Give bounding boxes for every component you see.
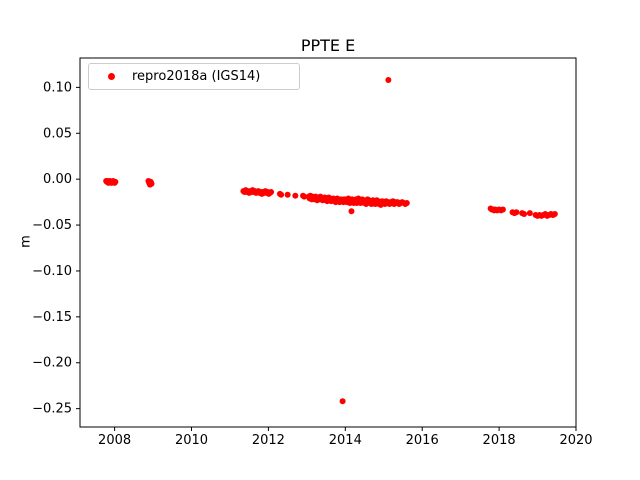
data-point <box>499 206 506 213</box>
y-tick-label: 0.10 <box>43 80 72 95</box>
data-point <box>551 211 558 218</box>
data-point <box>292 192 299 199</box>
legend: repro2018a (IGS14) <box>88 63 300 90</box>
data-point <box>284 191 291 198</box>
data-point <box>278 191 285 198</box>
y-tick-label: −0.15 <box>32 310 72 325</box>
x-tick-label: 2020 <box>559 433 592 448</box>
y-tick-label: −0.10 <box>32 264 72 279</box>
legend-label: repro2018a (IGS14) <box>132 69 261 84</box>
data-point <box>348 208 355 215</box>
x-tick-label: 2008 <box>98 433 131 448</box>
y-tick-label: −0.20 <box>32 356 72 371</box>
data-point <box>339 398 346 405</box>
x-tick-label: 2016 <box>406 433 439 448</box>
axes-frame <box>79 57 577 428</box>
legend-marker-icon <box>108 73 115 80</box>
y-tick-label: 0.05 <box>43 126 72 141</box>
x-tick-label: 2012 <box>252 433 285 448</box>
data-point <box>513 209 520 216</box>
data-point <box>521 211 528 218</box>
x-tick-label: 2010 <box>175 433 208 448</box>
x-tick-label: 2014 <box>329 433 362 448</box>
data-point <box>403 200 410 207</box>
data-point <box>526 210 533 217</box>
data-point <box>385 77 392 84</box>
data-point <box>301 193 308 200</box>
data-point <box>268 189 275 196</box>
chart-title: PPTE E <box>300 36 356 55</box>
y-tick-label: −0.25 <box>32 402 72 417</box>
data-point <box>112 178 119 185</box>
data-point <box>148 180 155 187</box>
y-tick-label: −0.05 <box>32 218 72 233</box>
x-tick-label: 2018 <box>483 433 516 448</box>
y-tick-label: 0.00 <box>43 172 72 187</box>
